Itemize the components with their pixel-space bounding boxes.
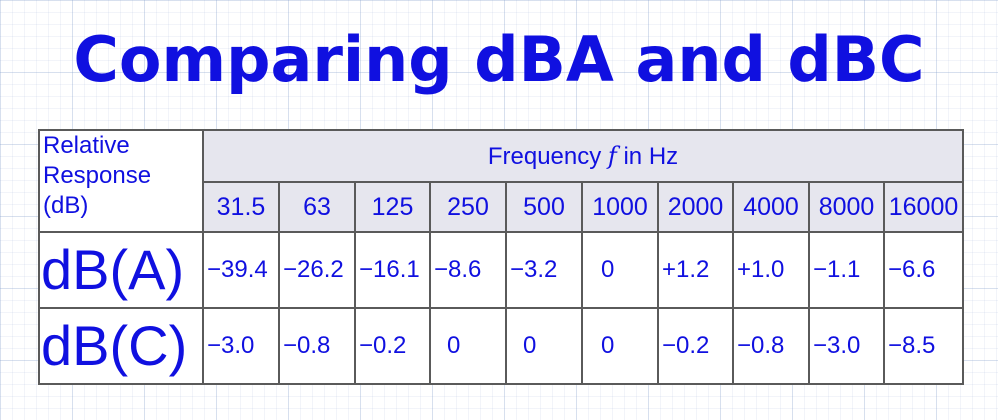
relative-response-line: Relative xyxy=(43,132,130,159)
frequency-header-suffix: in Hz xyxy=(616,142,679,170)
dba-value-cell: −3.2 xyxy=(505,231,583,309)
frequency-header: Frequency f in Hz xyxy=(202,129,964,183)
relative-response-line: (dB) xyxy=(43,192,89,219)
dbc-value-cell: −8.5 xyxy=(883,307,964,385)
frequency-cell: 16000 xyxy=(883,181,964,233)
relative-response-header: Relative Response (dB) xyxy=(38,129,204,233)
header-row: Relative Response (dB) Frequency f in Hz xyxy=(38,129,964,233)
dba-value-cell: −8.6 xyxy=(429,231,507,309)
dba-row-label: dB(A) xyxy=(38,231,204,309)
dbc-value-cell: −0.8 xyxy=(732,307,810,385)
dba-value-cell: +1.0 xyxy=(732,231,810,309)
dbc-value-cell: −0.8 xyxy=(278,307,356,385)
frequency-cell: 31.5 xyxy=(202,181,280,233)
frequency-cell: 8000 xyxy=(808,181,885,233)
frequency-header-prefix: Frequency xyxy=(487,142,608,170)
dba-value-cell: −1.1 xyxy=(808,231,885,309)
dba-value-cell: −26.2 xyxy=(278,231,356,309)
frequency-cell: 250 xyxy=(429,181,507,233)
frequency-cell: 63 xyxy=(278,181,356,233)
frequency-cell: 500 xyxy=(505,181,583,233)
dbc-row: dB(C) −3.0 −0.8 −0.2 0 0 0 −0.2 −0.8 −3.… xyxy=(38,307,964,385)
weighting-table: Relative Response (dB) Frequency f in Hz… xyxy=(38,129,964,385)
dba-row: dB(A) −39.4 −26.2 −16.1 −8.6 −3.2 0 +1.2… xyxy=(38,231,964,309)
dbc-value-cell: −3.0 xyxy=(808,307,885,385)
dbc-value-cell: 0 xyxy=(429,307,507,385)
frequency-cell: 2000 xyxy=(657,181,734,233)
dba-value-cell: −39.4 xyxy=(202,231,280,309)
frequency-cell: 4000 xyxy=(732,181,810,233)
frequency-cell: 1000 xyxy=(581,181,659,233)
dba-value-cell: 0 xyxy=(581,231,659,309)
frequency-symbol: f xyxy=(607,141,617,170)
dbc-value-cell: 0 xyxy=(505,307,583,385)
dba-value-cell: +1.2 xyxy=(657,231,734,309)
dbc-value-cell: −0.2 xyxy=(354,307,431,385)
dbc-value-cell: −3.0 xyxy=(202,307,280,385)
dbc-value-cell: −0.2 xyxy=(657,307,734,385)
dbc-row-label: dB(C) xyxy=(38,307,204,385)
page-title: Comparing dBA and dBC xyxy=(73,23,925,96)
frequency-cell: 125 xyxy=(354,181,431,233)
frequency-row: 31.5 63 125 250 500 1000 2000 4000 8000 … xyxy=(39,181,964,233)
relative-response-line: Response xyxy=(43,162,152,189)
dba-value-cell: −6.6 xyxy=(883,231,964,309)
dbc-value-cell: 0 xyxy=(581,307,659,385)
dba-value-cell: −16.1 xyxy=(354,231,431,309)
